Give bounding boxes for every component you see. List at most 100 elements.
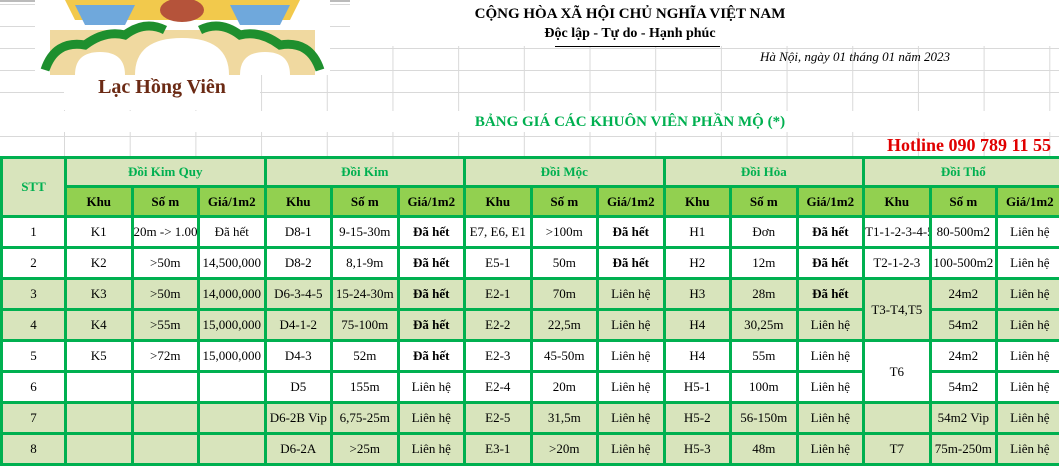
so-m-cell: >72m [132, 341, 199, 372]
stt-cell: 2 [2, 248, 66, 279]
so-m-cell: 56-150m [731, 403, 798, 434]
so-m-cell: 80-500m2 [930, 217, 997, 248]
so-m-cell: 20m [531, 372, 598, 403]
so-m-cell: 15-24-30m [332, 279, 399, 310]
khu-cell: T3-T4,T5 [864, 279, 931, 341]
khu-cell: H2 [664, 248, 731, 279]
gia-cell: Đã hết [398, 279, 465, 310]
gia-cell: Đã hết [797, 248, 864, 279]
khu-cell: D5 [265, 372, 332, 403]
so-m-cell: 75m-250m [930, 434, 997, 465]
gia-cell: Đã hết [797, 217, 864, 248]
khu-cell: E7, E6, E1 [465, 217, 532, 248]
khu-cell: E2-5 [465, 403, 532, 434]
khu-cell [66, 434, 133, 465]
khu-cell: H5-3 [664, 434, 731, 465]
so-m-cell: 54m2 [930, 372, 997, 403]
gia-cell: Liên hệ [997, 217, 1059, 248]
gia-cell: Liên hệ [997, 248, 1059, 279]
gia-cell: Liên hệ [997, 372, 1059, 403]
gia-cell: 14,500,000 [199, 248, 266, 279]
khu-cell: K3 [66, 279, 133, 310]
khu-cell: T1-1-2-3-4-5 [864, 217, 931, 248]
gia-cell: Liên hệ [797, 403, 864, 434]
so-m-cell: 100-500m2 [930, 248, 997, 279]
gia-cell: Liên hệ [598, 279, 665, 310]
group-header: Đồi Thổ [864, 158, 1059, 187]
gia-cell: 15,000,000 [199, 310, 266, 341]
so-m-cell: 20m -> 1.000 [132, 217, 199, 248]
gia-cell: Liên hệ [398, 403, 465, 434]
so-m-cell: Đơn [731, 217, 798, 248]
national-title: CỘNG HÒA XÃ HỘI CHỦ NGHĨA VIỆT NAM [380, 6, 880, 23]
gia-cell: Đã hết [598, 217, 665, 248]
gia-cell: Liên hệ [797, 434, 864, 465]
gia-cell: Liên hệ [997, 279, 1059, 310]
so-m-cell: 52m [332, 341, 399, 372]
khu-cell: E2-4 [465, 372, 532, 403]
gia-cell: Liên hệ [598, 341, 665, 372]
so-m-cell [132, 403, 199, 434]
gia-cell [199, 403, 266, 434]
khu-cell: T7 [864, 434, 931, 465]
gia-cell: Liên hệ [398, 434, 465, 465]
khu-cell: T6 [864, 341, 931, 403]
sub-header: Số m [731, 187, 798, 217]
so-m-cell: 155m [332, 372, 399, 403]
so-m-cell: 75-100m [332, 310, 399, 341]
gia-cell: Đã hết [797, 279, 864, 310]
so-m-cell: 50m [531, 248, 598, 279]
brand-name: Lạc Hồng Viên [64, 76, 260, 99]
so-m-cell: 9-15-30m [332, 217, 399, 248]
so-m-cell: 55m [731, 341, 798, 372]
motto-underline [555, 46, 720, 47]
so-m-cell: 45-50m [531, 341, 598, 372]
khu-cell: D4-1-2 [265, 310, 332, 341]
gia-cell: Liên hệ [997, 403, 1059, 434]
so-m-cell: 22,5m [531, 310, 598, 341]
khu-cell: K5 [66, 341, 133, 372]
gia-cell: Đã hết [598, 248, 665, 279]
gia-cell: Liên hệ [797, 341, 864, 372]
so-m-cell: >50m [132, 248, 199, 279]
so-m-cell: 54m2 [930, 310, 997, 341]
khu-cell: H4 [664, 341, 731, 372]
sub-header: Số m [531, 187, 598, 217]
khu-cell: D4-3 [265, 341, 332, 372]
khu-cell: D6-2A [265, 434, 332, 465]
group-header: Đồi Mộc [465, 158, 665, 187]
gia-cell: Liên hệ [997, 341, 1059, 372]
khu-cell: K4 [66, 310, 133, 341]
so-m-cell: >100m [531, 217, 598, 248]
so-m-cell: >20m [531, 434, 598, 465]
stt-header: STT [2, 158, 66, 217]
so-m-cell: 30,25m [731, 310, 798, 341]
gia-cell: Liên hệ [598, 434, 665, 465]
so-m-cell: >25m [332, 434, 399, 465]
so-m-cell: 28m [731, 279, 798, 310]
khu-cell: D8-2 [265, 248, 332, 279]
stt-cell: 3 [2, 279, 66, 310]
so-m-cell: >50m [132, 279, 199, 310]
khu-cell: D6-2B Vip [265, 403, 332, 434]
khu-cell: H5-2 [664, 403, 731, 434]
gia-cell: Đã hết [398, 341, 465, 372]
sub-header: Khu [66, 187, 133, 217]
sub-header: Số m [132, 187, 199, 217]
khu-cell: H1 [664, 217, 731, 248]
gia-cell: Đã hết [398, 217, 465, 248]
so-m-cell: 24m2 [930, 279, 997, 310]
sub-header: Giá/1m2 [997, 187, 1059, 217]
khu-cell: H5-1 [664, 372, 731, 403]
khu-cell [66, 372, 133, 403]
sub-header: Số m [930, 187, 997, 217]
sub-header: Khu [265, 187, 332, 217]
khu-cell: E2-2 [465, 310, 532, 341]
so-m-cell [132, 434, 199, 465]
gia-cell [199, 434, 266, 465]
stt-cell: 7 [2, 403, 66, 434]
